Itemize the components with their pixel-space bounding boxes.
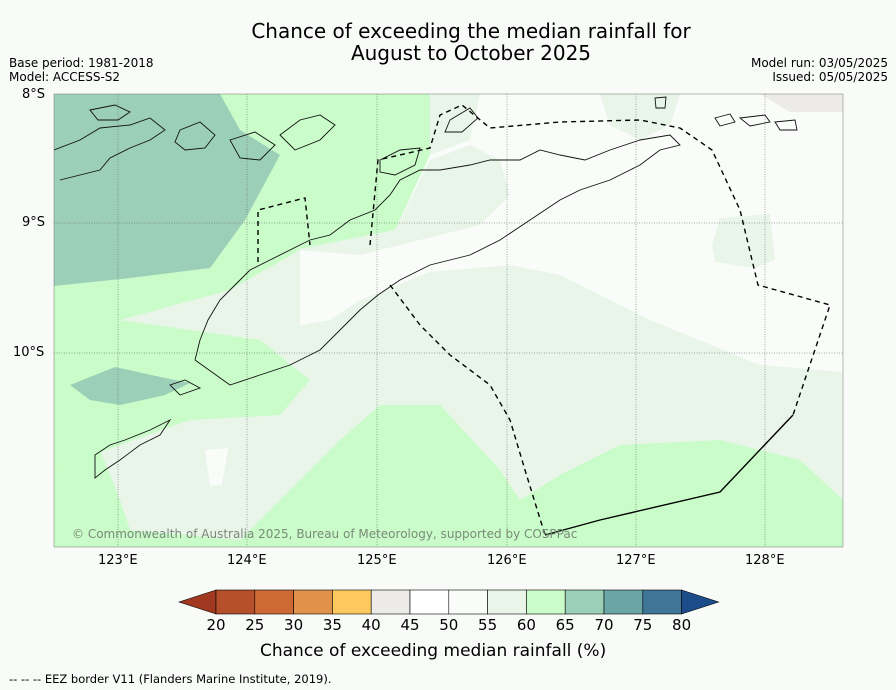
lon-label-127e: 127°E bbox=[616, 553, 656, 568]
model-run: Model run: 03/05/2025 bbox=[750, 56, 888, 70]
colorbar-swatch bbox=[487, 589, 527, 615]
region-65-70-northwest bbox=[54, 94, 280, 286]
lon-label-128e: 128°E bbox=[745, 553, 785, 568]
colorbar-swatch bbox=[409, 589, 450, 615]
colorbar-swatch bbox=[448, 589, 488, 615]
region-50-55-spot bbox=[205, 448, 228, 486]
colorbar-tick-label: 20 bbox=[206, 616, 226, 634]
region-65-70-southwest bbox=[70, 367, 190, 405]
map-title-line1: Chance of exceeding the median rainfall … bbox=[251, 19, 691, 43]
map-panel: © Commonwealth of Australia 2025, Bureau… bbox=[54, 94, 843, 547]
colorbar-tick-label: 70 bbox=[594, 616, 614, 634]
map-frame bbox=[53, 93, 844, 548]
map-title: Chance of exceeding the median rainfall … bbox=[0, 20, 896, 64]
colorbar-tick-label: 30 bbox=[284, 616, 304, 634]
meta-right: Model run: 03/05/2025 Issued: 05/05/2025 bbox=[751, 56, 888, 84]
lat-label-10s: 10°S bbox=[13, 345, 45, 360]
lon-label-126e: 126°E bbox=[487, 553, 527, 568]
colorbar-arrow-low bbox=[178, 589, 217, 615]
copyright-notice: © Commonwealth of Australia 2025, Bureau… bbox=[72, 527, 577, 541]
region-60-65-south bbox=[54, 405, 843, 547]
issued-date: Issued: 05/05/2025 bbox=[772, 70, 888, 84]
region-40-45-northeast bbox=[760, 94, 843, 112]
base-period: Base period: 1981-2018 bbox=[9, 56, 154, 70]
region-55-60-inner bbox=[295, 145, 510, 255]
coastlines bbox=[54, 96, 798, 479]
colorbar-tick-label: 35 bbox=[322, 616, 342, 634]
colorbar-tick-label: 65 bbox=[555, 616, 575, 634]
lat-label-8s: 8°S bbox=[22, 87, 46, 102]
colorbar-tick-label: 50 bbox=[439, 616, 459, 634]
colorbar-swatch bbox=[293, 589, 333, 615]
lon-label-123e: 123°E bbox=[98, 553, 138, 568]
region-55-60-east bbox=[712, 214, 775, 268]
eez-border-solid bbox=[544, 414, 794, 536]
colorbar-swatch bbox=[603, 589, 644, 615]
colorbar-swatch bbox=[564, 589, 605, 615]
lat-label-9s: 9°S bbox=[22, 215, 46, 230]
eez-borders bbox=[257, 104, 831, 536]
colorbar-swatch bbox=[526, 589, 566, 615]
colorbar-tick-label: 75 bbox=[633, 616, 653, 634]
model-name: Model: ACCESS-S2 bbox=[9, 70, 121, 84]
colorbar-tick-label: 55 bbox=[478, 616, 498, 634]
colorbar-tick-label: 25 bbox=[245, 616, 265, 634]
colorbar-swatch bbox=[215, 589, 256, 615]
eez-footnote: -- -- -- EEZ border V11 (Flanders Marine… bbox=[9, 672, 332, 686]
lon-label-125e: 125°E bbox=[357, 553, 397, 568]
colorbar-swatch bbox=[642, 589, 682, 615]
region-55-60-north bbox=[600, 94, 680, 140]
colorbar-swatch bbox=[370, 589, 411, 615]
colorbar-arrow-high bbox=[681, 589, 720, 615]
meta-left: Base period: 1981-2018 Model: ACCESS-S2 bbox=[9, 56, 154, 84]
colorbar-tick-label: 40 bbox=[361, 616, 381, 634]
colorbar-swatch bbox=[254, 589, 294, 615]
map-title-line2: August to October 2025 bbox=[350, 41, 592, 65]
colorbar-tick-label: 45 bbox=[400, 616, 420, 634]
colorbar-swatch bbox=[332, 589, 372, 615]
colorbar-title: Chance of exceeding median rainfall (%) bbox=[260, 641, 607, 661]
colorbar-tick-label: 60 bbox=[516, 616, 536, 634]
colorbar bbox=[178, 589, 720, 615]
colorbar-tick-label: 80 bbox=[672, 616, 692, 634]
lon-label-124e: 124°E bbox=[227, 553, 267, 568]
